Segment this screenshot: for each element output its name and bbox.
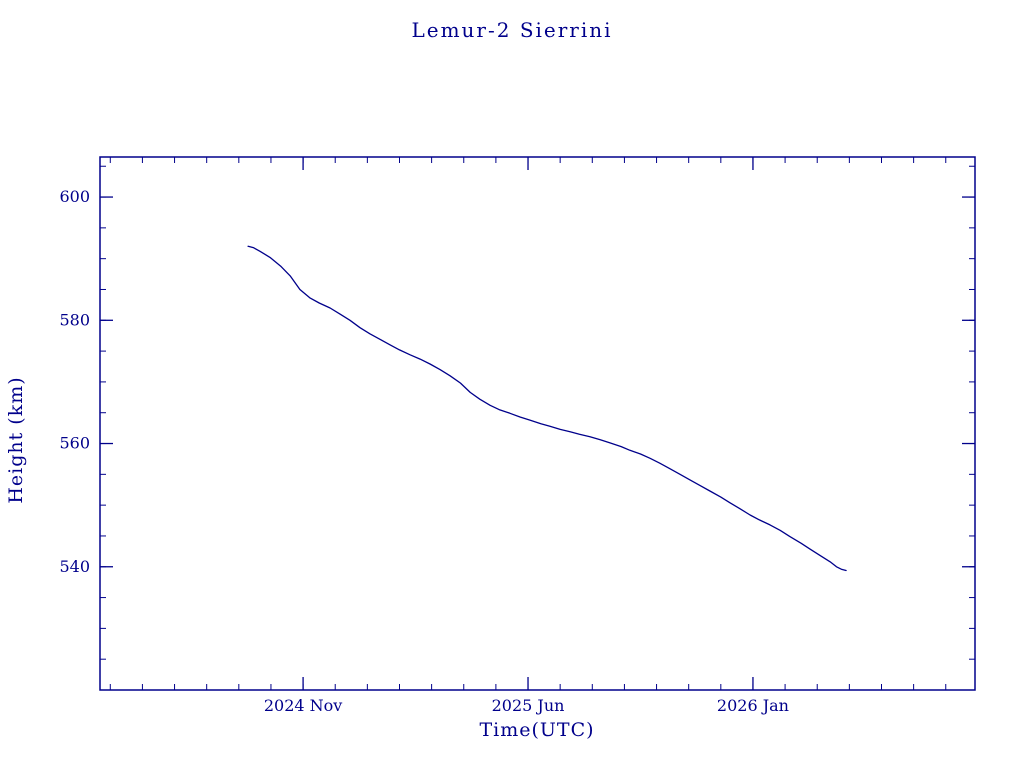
- x-tick-label: 2025 Jun: [492, 696, 565, 715]
- plot-frame: [99, 156, 976, 691]
- y-tick-label: 580: [59, 310, 90, 329]
- y-tick-label: 540: [59, 557, 90, 576]
- x-axis-label: Time(UTC): [479, 719, 594, 741]
- x-tick-label: 2026 Jan: [717, 696, 789, 715]
- chart-title: Lemur-2 Sierrini: [411, 18, 612, 42]
- y-axis-label: Height (km): [5, 376, 27, 503]
- x-tick-label: 2024 Nov: [264, 696, 342, 715]
- y-tick-label: 600: [59, 187, 90, 206]
- y-tick-label: 560: [59, 434, 90, 453]
- plot-area: 2024 Nov 2025 Jun 2026 Jan 540 560 580 600: [59, 156, 976, 715]
- height-series-line: [247, 245, 847, 572]
